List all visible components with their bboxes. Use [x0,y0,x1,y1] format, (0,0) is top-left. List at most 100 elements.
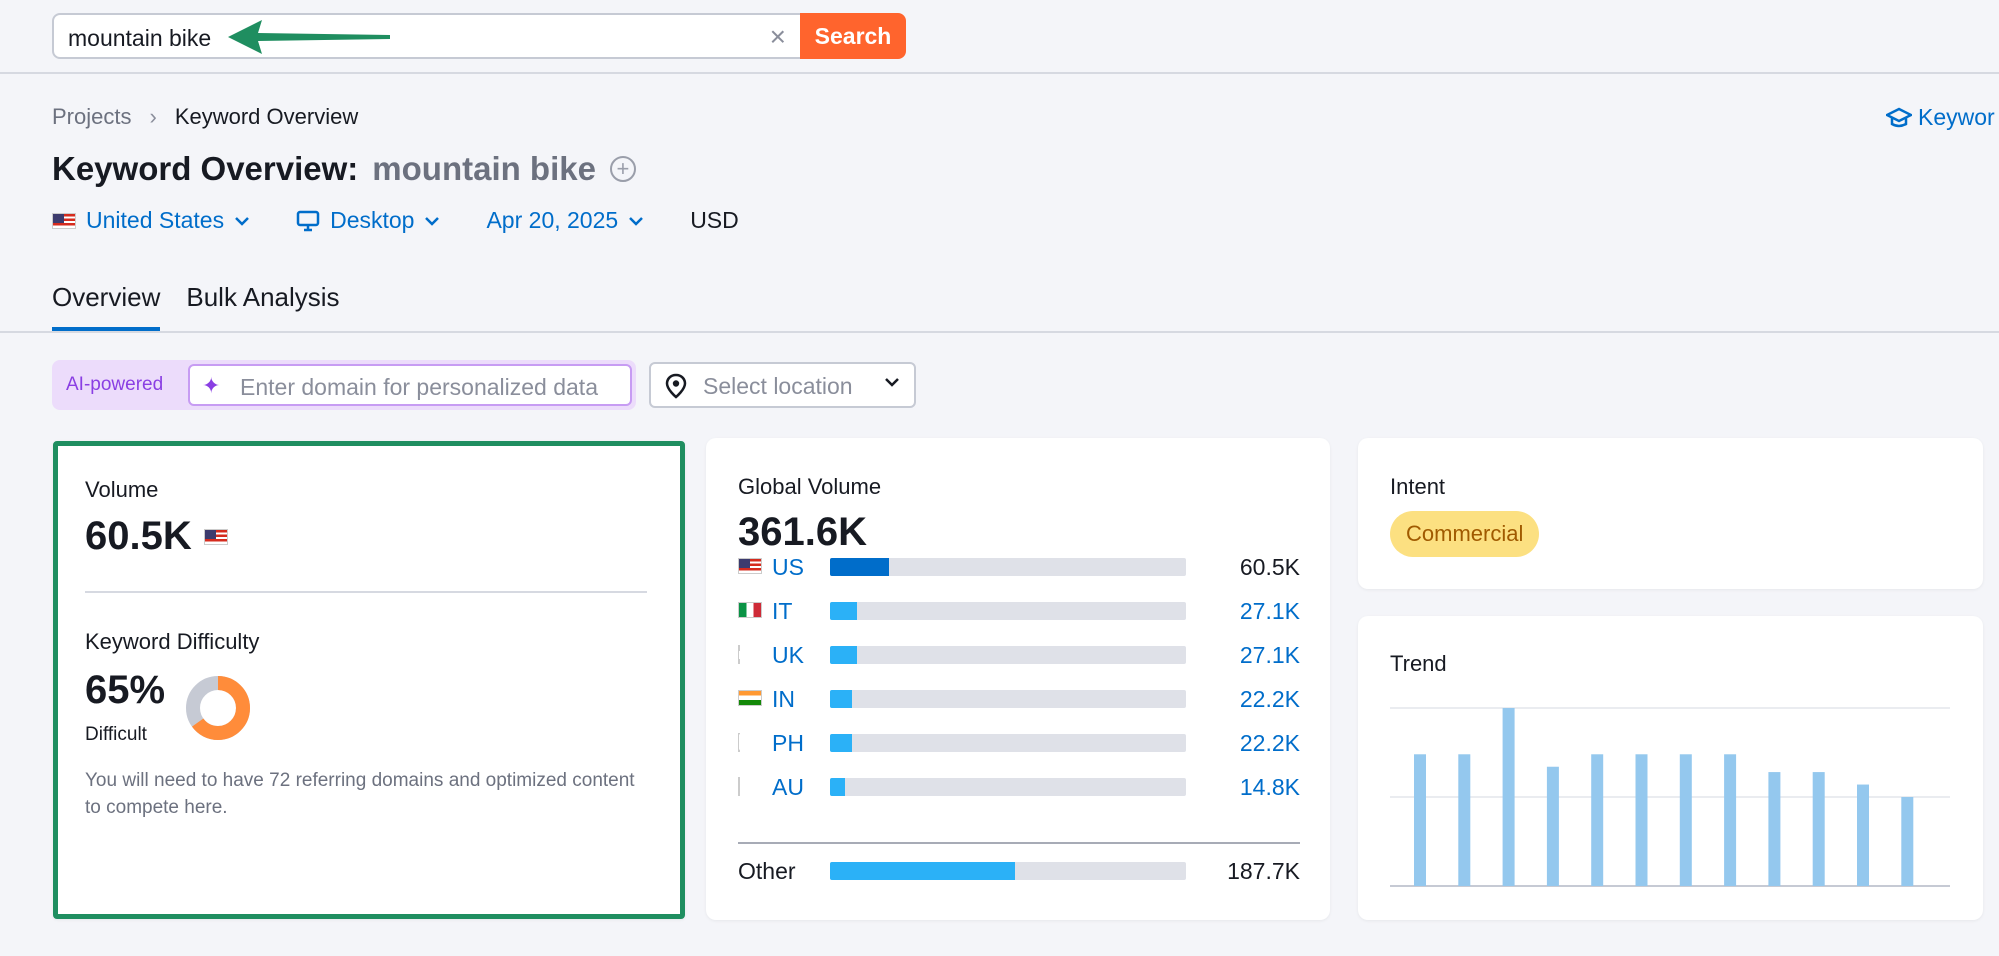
country-dropdown[interactable]: United States [52,207,250,234]
kd-donut-chart [186,676,250,740]
trend-bar[interactable] [1635,754,1648,886]
trend-bar[interactable] [1502,708,1515,886]
country-code[interactable]: UK [772,642,804,668]
country-row-uk: UK 27.1K [738,642,1300,668]
page-title-keyword: mountain bike [372,150,596,187]
trend-bar[interactable] [1901,797,1914,886]
trend-bar[interactable] [1812,772,1825,886]
country-bar-fill [830,646,857,664]
chevron-down-icon [629,216,644,226]
kd-donut-fill [186,676,250,740]
chevron-down-icon [885,378,899,387]
trend-bar[interactable] [1458,754,1471,886]
domain-input[interactable]: ✦ Enter domain for personalized data [188,364,632,406]
location-select[interactable]: Select location [649,362,916,408]
kd-label: Keyword Difficulty [85,629,260,654]
global-volume-card: Global Volume 361.6K US 60.5K IT 27.1K U… [706,438,1330,920]
country-bar-fill [830,734,852,752]
australia-flag-icon [738,777,740,796]
country-code[interactable]: IN [772,686,795,712]
other-volume: 187.7K [1227,858,1300,884]
country-label: United States [86,207,225,233]
country-volume[interactable]: 22.2K [1239,686,1300,712]
uk-flag-icon [738,645,740,664]
currency-label: USD [690,207,739,233]
breadcrumb-projects[interactable]: Projects [52,104,132,129]
page-title: Keyword Overview: mountain bike + [52,150,636,188]
country-code[interactable]: AU [772,774,804,800]
country-bar-track [830,602,1186,620]
trend-label: Trend [1390,651,1447,676]
india-flag-icon [738,690,762,706]
intent-label: Intent [1390,474,1446,499]
global-volume-label: Global Volume [738,474,882,499]
country-row-ph: PH 22.2K [738,730,1300,756]
trend-bar[interactable] [1414,754,1426,886]
country-row-other: Other 187.7K [738,858,1300,884]
country-bar-fill [830,862,1015,880]
keyword-academy-link[interactable]: Keywor [1886,104,1995,131]
country-volume[interactable]: 27.1K [1239,598,1300,624]
device-dropdown[interactable]: Desktop [296,207,440,234]
graduation-cap-icon [1886,107,1912,127]
country-row-us: US 60.5K [738,554,1300,580]
chevron-down-icon [235,216,249,226]
search-button[interactable]: Search [800,13,906,59]
us-flag-icon [738,558,762,574]
trend-bar[interactable] [1679,754,1692,886]
country-row-it: IT 27.1K [738,598,1300,624]
country-bar-fill [830,602,857,620]
country-volume[interactable]: 22.2K [1239,730,1300,756]
volume-label: Volume [85,477,159,502]
kd-description: You will need to have 72 referring domai… [85,770,635,818]
breadcrumb-current: Keyword Overview [174,104,359,129]
global-volume-value: 361.6K [738,510,867,554]
filters-row: United States Desktop Apr 20, 2025 USD [52,207,739,234]
trend-bar[interactable] [1768,772,1781,886]
country-bar-track [830,778,1186,796]
kd-level: Difficult [85,724,147,745]
date-dropdown[interactable]: Apr 20, 2025 [486,207,644,234]
annotation-arrow-icon [228,20,390,54]
tab-bulk-analysis[interactable]: Bulk Analysis [186,282,340,312]
add-circle-icon[interactable]: + [609,156,636,182]
breadcrumb: Projects › Keyword Overview [52,104,358,130]
country-bar-fill [830,690,852,708]
ai-domain-field: AI-powered ✦ Enter domain for personaliz… [52,360,636,410]
location-pin-icon [665,373,687,399]
tab-overview[interactable]: Overview [52,282,161,332]
country-volume: 60.5K [1239,554,1300,580]
trend-bar[interactable] [1546,766,1559,886]
search-input[interactable]: mountain bike × [52,13,802,59]
tabs: Overview Bulk Analysis [52,282,340,332]
chevron-right-icon: › [149,104,157,129]
country-bar-track [830,646,1186,664]
country-bar-track [830,862,1186,880]
intent-card: Intent Commercial [1358,438,1983,589]
sparkle-icon: ✦ [202,373,221,398]
trend-chart [1390,707,1950,887]
country-volume[interactable]: 14.8K [1239,774,1300,800]
desktop-icon [296,210,320,231]
country-row-in: IN 22.2K [738,686,1300,712]
country-bar-track [830,734,1186,752]
global-volume-divider [738,842,1300,844]
volume-value: 60.5K [85,514,228,559]
location-placeholder: Select location [703,373,853,399]
trend-bar[interactable] [1591,754,1604,886]
other-label: Other [738,858,796,884]
us-flag-icon [203,528,228,545]
intent-badge: Commercial [1390,511,1540,557]
page-title-prefix: Keyword Overview: [52,150,359,187]
country-code[interactable]: IT [772,598,793,624]
tabs-divider [0,331,1999,333]
country-volume[interactable]: 27.1K [1239,642,1300,668]
clear-icon[interactable]: × [769,21,786,52]
ai-powered-badge: AI-powered [66,374,164,395]
trend-bar[interactable] [1857,784,1869,886]
country-code[interactable]: PH [772,730,804,756]
trend-bar[interactable] [1724,754,1737,886]
country-code[interactable]: US [772,554,804,580]
country-bar-track [830,558,1186,576]
domain-input-placeholder: Enter domain for personalized data [240,374,598,400]
